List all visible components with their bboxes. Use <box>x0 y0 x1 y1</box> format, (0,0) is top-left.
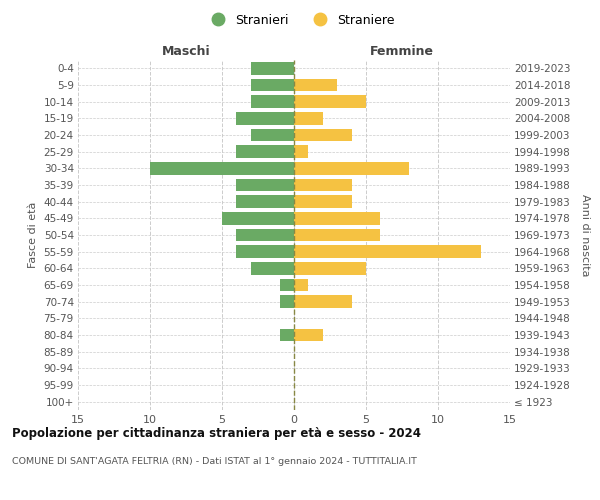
Bar <box>280 279 294 291</box>
Bar <box>236 179 294 192</box>
Bar <box>294 79 337 92</box>
Bar <box>294 329 323 341</box>
Bar <box>222 212 294 224</box>
Bar <box>236 196 294 208</box>
Bar <box>294 146 308 158</box>
Bar <box>294 179 352 192</box>
Bar <box>150 162 294 174</box>
Text: Popolazione per cittadinanza straniera per età e sesso - 2024: Popolazione per cittadinanza straniera p… <box>12 428 421 440</box>
Bar <box>294 162 409 174</box>
Bar <box>294 246 481 258</box>
Y-axis label: Fasce di età: Fasce di età <box>28 202 38 268</box>
Bar <box>236 246 294 258</box>
Bar <box>251 62 294 74</box>
Text: Maschi: Maschi <box>161 46 211 59</box>
Bar <box>294 112 323 124</box>
Bar <box>294 96 366 108</box>
Text: COMUNE DI SANT'AGATA FELTRIA (RN) - Dati ISTAT al 1° gennaio 2024 - TUTTITALIA.I: COMUNE DI SANT'AGATA FELTRIA (RN) - Dati… <box>12 458 417 466</box>
Bar <box>294 129 352 141</box>
Bar <box>294 196 352 208</box>
Bar <box>294 212 380 224</box>
Legend: Stranieri, Straniere: Stranieri, Straniere <box>200 8 400 32</box>
Bar <box>294 262 366 274</box>
Bar <box>251 262 294 274</box>
Text: Femmine: Femmine <box>370 46 434 59</box>
Bar <box>251 129 294 141</box>
Bar <box>236 229 294 241</box>
Bar <box>280 296 294 308</box>
Bar <box>251 96 294 108</box>
Bar <box>294 296 352 308</box>
Bar <box>251 79 294 92</box>
Bar <box>294 229 380 241</box>
Bar <box>280 329 294 341</box>
Y-axis label: Anni di nascita: Anni di nascita <box>580 194 590 276</box>
Bar <box>236 112 294 124</box>
Bar <box>294 279 308 291</box>
Bar <box>236 146 294 158</box>
